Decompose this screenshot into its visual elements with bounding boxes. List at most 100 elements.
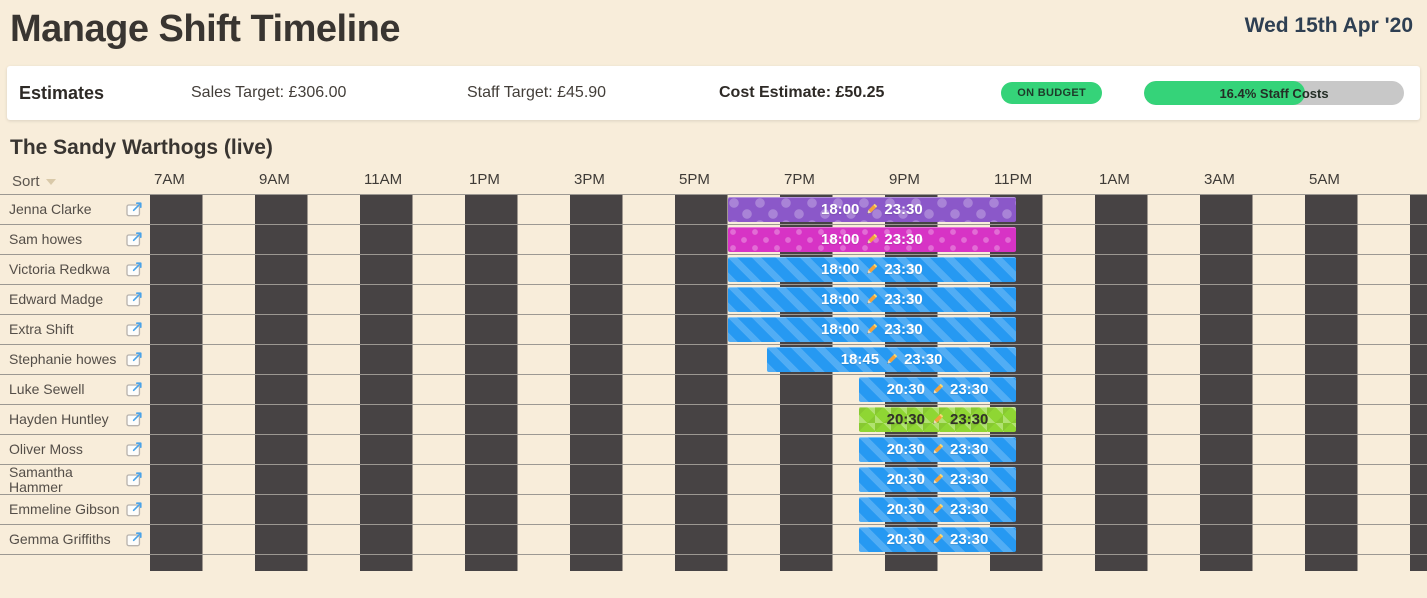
shift-end-time: 23:30 <box>884 261 923 278</box>
open-in-window-icon[interactable] <box>126 501 144 522</box>
shift-bar[interactable]: 20:30 23:30 <box>858 497 1017 522</box>
sort-dropdown[interactable]: Sort <box>12 173 56 190</box>
pencil-icon[interactable] <box>930 412 945 427</box>
row-timeline[interactable]: 20:30 23:30 <box>150 375 1427 404</box>
table-row: Luke Sewell 20:30 <box>0 375 1427 405</box>
staff-name-cell: Gemma Griffiths <box>0 525 150 554</box>
shift-start-time: 18:45 <box>840 351 880 368</box>
table-row: Hayden Huntley 20:30 <box>0 405 1427 435</box>
open-in-window-icon[interactable] <box>126 231 144 252</box>
staff-name: Gemma Griffiths <box>9 531 111 547</box>
staff-name: Edward Madge <box>9 291 104 307</box>
shift-end-time: 23:30 <box>884 321 923 338</box>
row-timeline[interactable]: 18:00 23:30 <box>150 285 1427 314</box>
open-in-window-icon[interactable] <box>126 531 144 552</box>
hour-label: 7PM <box>784 171 815 188</box>
table-row: Oliver Moss 20:30 <box>0 435 1427 465</box>
table-row: Extra Shift 18:00 <box>0 315 1427 345</box>
shift-end-time: 23:30 <box>950 381 989 398</box>
pencil-icon[interactable] <box>864 232 879 247</box>
table-row: Edward Madge 18:00 <box>0 285 1427 315</box>
shift-end-time: 23:30 <box>884 291 923 308</box>
estimates-bar: Estimates Sales Target: £306.00 Staff Ta… <box>7 66 1420 120</box>
row-timeline[interactable]: 18:00 23:30 <box>150 255 1427 284</box>
pencil-icon[interactable] <box>864 202 879 217</box>
table-row: Samantha Hammer 20:30 <box>0 464 1427 495</box>
shift-start-time: 20:30 <box>886 381 925 398</box>
open-in-window-icon[interactable] <box>126 261 144 282</box>
hour-label: 3PM <box>574 171 605 188</box>
hour-label: 5AM <box>1309 171 1340 188</box>
shift-start-time: 18:00 <box>821 201 860 218</box>
shift-bar[interactable]: 20:30 23:30 <box>858 527 1017 552</box>
pencil-icon[interactable] <box>930 382 945 397</box>
shift-end-time: 23:30 <box>884 231 923 248</box>
row-timeline[interactable]: 20:30 23:30 <box>150 405 1427 434</box>
pencil-icon[interactable] <box>930 442 945 457</box>
open-in-window-icon[interactable] <box>126 471 144 492</box>
shift-bar[interactable]: 18:00 23:30 <box>727 227 1017 252</box>
staff-name: Emmeline Gibson <box>9 501 120 517</box>
shift-bar[interactable]: 18:00 23:30 <box>727 257 1017 282</box>
pencil-icon[interactable] <box>930 532 945 547</box>
open-in-window-icon[interactable] <box>126 321 144 342</box>
shift-start-time: 20:30 <box>886 411 925 428</box>
open-in-window-icon[interactable] <box>126 351 144 372</box>
open-in-window-icon[interactable] <box>126 381 144 402</box>
estimates-label: Estimates <box>19 82 105 103</box>
chevron-down-icon <box>45 178 56 185</box>
row-timeline[interactable]: 20:30 23:30 <box>150 525 1427 554</box>
shift-start-time: 18:00 <box>821 291 860 308</box>
shift-end-time: 23:30 <box>950 531 989 548</box>
shift-end-time: 23:30 <box>884 201 923 218</box>
table-row: Victoria Redkwa 18:00 <box>0 255 1427 285</box>
hour-label: 11AM <box>364 171 403 188</box>
open-in-window-icon[interactable] <box>126 411 144 432</box>
row-timeline[interactable]: 20:30 23:30 <box>150 465 1427 494</box>
shift-bar[interactable]: 20:30 23:30 <box>858 467 1017 492</box>
pencil-icon[interactable] <box>864 322 879 337</box>
shift-bar[interactable]: 18:45 23:30 <box>766 347 1017 372</box>
pencil-icon[interactable] <box>884 352 899 367</box>
shift-bar[interactable]: 20:30 23:30 <box>858 437 1017 462</box>
row-timeline[interactable]: 20:30 23:30 <box>150 495 1427 524</box>
staff-target: Staff Target: £45.90 <box>467 84 607 101</box>
hour-label: 9AM <box>259 171 290 188</box>
staff-name-cell: Oliver Moss <box>0 435 150 464</box>
shift-bar[interactable]: 18:00 23:30 <box>727 287 1017 312</box>
staff-name-cell: Jenna Clarke <box>0 195 150 224</box>
hour-label: 9PM <box>889 171 920 188</box>
open-in-window-icon[interactable] <box>126 441 144 462</box>
shift-start-time: 18:00 <box>821 321 860 338</box>
row-timeline[interactable]: 18:00 23:30 <box>150 195 1427 224</box>
staff-costs-progress-fill <box>1144 81 1306 105</box>
pencil-icon[interactable] <box>864 262 879 277</box>
shift-start-time: 20:30 <box>886 531 925 548</box>
staff-name-cell: Extra Shift <box>0 315 150 344</box>
shift-bar[interactable]: 20:30 23:30 <box>858 407 1017 432</box>
table-row: Gemma Griffiths 20:30 <box>0 525 1427 555</box>
row-timeline[interactable]: 18:45 23:30 <box>150 345 1427 374</box>
open-in-window-icon[interactable] <box>126 291 144 312</box>
hour-label: 5PM <box>679 171 710 188</box>
table-row: Stephanie howes 18:45 <box>0 345 1427 375</box>
row-timeline[interactable]: 18:00 23:30 <box>150 315 1427 344</box>
row-timeline[interactable]: 18:00 23:30 <box>150 225 1427 254</box>
open-in-window-icon[interactable] <box>126 201 144 222</box>
table-row: Jenna Clarke 18:00 <box>0 195 1427 225</box>
staff-name-cell: Samantha Hammer <box>0 464 150 494</box>
shift-bar[interactable]: 20:30 23:30 <box>858 377 1017 402</box>
staff-name-cell: Emmeline Gibson <box>0 495 150 524</box>
pencil-icon[interactable] <box>930 502 945 517</box>
pencil-icon[interactable] <box>864 292 879 307</box>
staff-name: Stephanie howes <box>9 351 117 367</box>
shift-bar[interactable]: 18:00 23:30 <box>727 197 1017 222</box>
staff-name: Jenna Clarke <box>9 201 92 217</box>
shift-bar[interactable]: 18:00 23:30 <box>727 317 1017 342</box>
staff-costs-label: 16.4% Staff Costs <box>1219 85 1329 101</box>
pencil-icon[interactable] <box>930 472 945 487</box>
row-timeline[interactable]: 20:30 23:30 <box>150 435 1427 464</box>
table-row: Sam howes 18:00 <box>0 225 1427 255</box>
cost-estimate: Cost Estimate: £50.25 <box>719 84 885 101</box>
